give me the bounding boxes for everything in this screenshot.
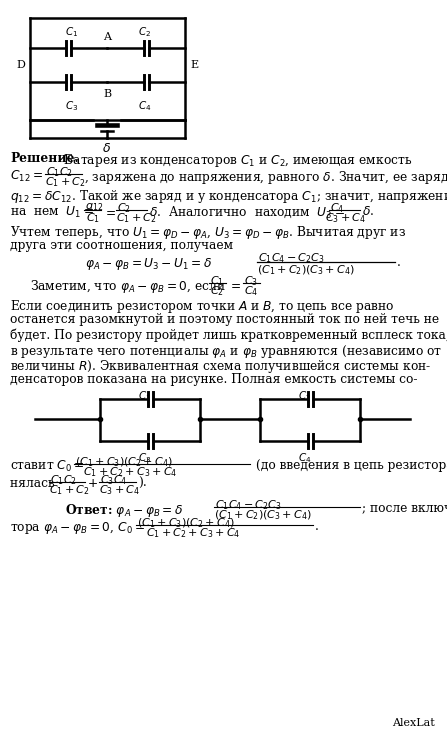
Text: $C_1 + C_2$: $C_1 + C_2$ <box>45 175 85 189</box>
Text: Учтем теперь, что $U_1 = \varphi_D - \varphi_A$, $U_3 = \varphi_D - \varphi_B$. : Учтем теперь, что $U_1 = \varphi_D - \va… <box>10 224 406 241</box>
Text: $C_3$: $C_3$ <box>65 99 79 113</box>
Text: , заряжена до напряжения, равного $\delta$. Значит, ее заряд: , заряжена до напряжения, равного $\delt… <box>84 169 447 186</box>
Text: $C_3 + C_4$: $C_3 + C_4$ <box>325 211 366 225</box>
Text: E: E <box>190 60 198 70</box>
Text: $C_2$: $C_2$ <box>139 25 152 39</box>
Text: $C_1 + C_2$: $C_1 + C_2$ <box>116 211 156 225</box>
Text: $C_3$: $C_3$ <box>244 274 258 288</box>
Text: $C_1C_2$: $C_1C_2$ <box>46 165 73 179</box>
Text: $C_3 + C_4$: $C_3 + C_4$ <box>99 483 140 497</box>
Text: $C_4$: $C_4$ <box>330 201 344 214</box>
Text: $C_1C_4 - C_2C_3$: $C_1C_4 - C_2C_3$ <box>215 498 282 512</box>
Text: B: B <box>103 89 111 99</box>
Text: (до введения в цепь резистора она рав-: (до введения в цепь резистора она рав- <box>252 459 447 472</box>
Text: $C_1$: $C_1$ <box>86 211 100 225</box>
Text: D: D <box>17 60 25 70</box>
Text: нялась: нялась <box>10 477 59 490</box>
Text: $C_1$: $C_1$ <box>65 25 79 39</box>
Text: Если соединить резистором точки $A$ и $B$, то цепь все равно: Если соединить резистором точки $A$ и $B… <box>10 298 394 315</box>
Text: .: . <box>397 256 401 269</box>
Text: $C_4$: $C_4$ <box>244 284 258 298</box>
Text: $(C_1 + C_3)(C_2 + C_4)$: $(C_1 + C_3)(C_2 + C_4)$ <box>75 455 173 468</box>
Text: Заметим, что $\varphi_A - \varphi_B = 0$, если: Заметим, что $\varphi_A - \varphi_B = 0$… <box>30 278 226 295</box>
Text: $C_3C_4$: $C_3C_4$ <box>100 473 127 487</box>
Text: $C_4$: $C_4$ <box>298 451 312 465</box>
Text: $(C_1 + C_3)(C_2 + C_4)$: $(C_1 + C_3)(C_2 + C_4)$ <box>137 516 235 529</box>
Text: $= $: $= $ <box>103 205 116 218</box>
Text: $C_1C_4 - C_2C_3$: $C_1C_4 - C_2C_3$ <box>258 251 325 265</box>
Text: $C_1$: $C_1$ <box>210 274 224 288</box>
Text: $C_2$: $C_2$ <box>117 201 131 214</box>
Text: .: . <box>315 520 319 533</box>
Text: будет. По резистору пройдет лишь кратковременный всплеск тока,: будет. По резистору пройдет лишь кратков… <box>10 328 447 342</box>
Text: $C_2$: $C_2$ <box>210 284 224 298</box>
Text: Ответ: $\varphi_A - \varphi_B = \delta$: Ответ: $\varphi_A - \varphi_B = \delta$ <box>65 502 184 519</box>
Text: $\varphi_A - \varphi_B = U_3 - U_1 = \delta$: $\varphi_A - \varphi_B = U_3 - U_1 = \de… <box>85 256 212 272</box>
Text: $q_{12}$: $q_{12}$ <box>85 201 103 213</box>
Text: тора $\varphi_A - \varphi_B = 0$, $C_0 = $: тора $\varphi_A - \varphi_B = 0$, $C_0 =… <box>10 520 145 536</box>
Text: $(C_1 + C_2)(C_3 + C_4)$: $(C_1 + C_2)(C_3 + C_4)$ <box>257 263 355 277</box>
Text: $q_{12} = \delta C_{12}$. Такой же заряд и у конденсатора $C_1$; значит, напряже: $q_{12} = \delta C_{12}$. Такой же заряд… <box>10 188 447 205</box>
Text: величины $R$). Эквивалентная схема получившейся системы кон-: величины $R$). Эквивалентная схема получ… <box>10 358 431 375</box>
Text: Батарея из конденсаторов $C_1$ и $C_2$, имеющая емкость: Батарея из конденсаторов $C_1$ и $C_2$, … <box>60 152 412 169</box>
Text: $\delta$.: $\delta$. <box>362 205 374 218</box>
Text: $C_{12} = $: $C_{12} = $ <box>10 169 43 184</box>
Text: $C_1$: $C_1$ <box>139 389 152 403</box>
Text: $C_1 + C_2 + C_3 + C_4$: $C_1 + C_2 + C_3 + C_4$ <box>146 526 240 539</box>
Text: $\delta$.  Аналогично  находим  $U_3 = $: $\delta$. Аналогично находим $U_3 = $ <box>149 205 345 220</box>
Text: $C_4$: $C_4$ <box>138 99 152 113</box>
Text: $C_2$: $C_2$ <box>299 389 312 403</box>
Text: на  нем  $U_1 = $: на нем $U_1 = $ <box>10 205 94 220</box>
Text: $\delta$: $\delta$ <box>102 141 112 154</box>
Text: в результате чего потенциалы $\varphi_A$ и $\varphi_B$ уравняются (независимо от: в результате чего потенциалы $\varphi_A$… <box>10 343 442 360</box>
Text: ставит $C_0 = $: ставит $C_0 = $ <box>10 459 84 474</box>
Text: $C_1 + C_2 + C_3 + C_4$: $C_1 + C_2 + C_3 + C_4$ <box>83 465 177 479</box>
Text: $=$: $=$ <box>228 278 241 291</box>
Text: ; после включения резис-: ; после включения резис- <box>362 502 447 515</box>
Text: друга эти соотношения, получаем: друга эти соотношения, получаем <box>10 239 233 252</box>
Text: $C_3$: $C_3$ <box>139 451 152 465</box>
Text: денсаторов показана на рисунке. Полная емкость системы со-: денсаторов показана на рисунке. Полная е… <box>10 373 417 386</box>
Text: A: A <box>103 32 111 42</box>
Text: $+$: $+$ <box>87 477 98 490</box>
Text: ).: ). <box>138 477 147 490</box>
Text: останется разомкнутой и поэтому постоянный ток по ней течь не: останется разомкнутой и поэтому постоянн… <box>10 313 439 326</box>
Text: Решение.: Решение. <box>10 152 79 165</box>
Text: $C_1 + C_2$: $C_1 + C_2$ <box>49 483 89 497</box>
Text: $(C_1 + C_2)(C_3 + C_4)$: $(C_1 + C_2)(C_3 + C_4)$ <box>214 508 312 522</box>
Text: AlexLat: AlexLat <box>392 718 435 728</box>
Text: $C_1C_2$: $C_1C_2$ <box>50 473 77 487</box>
